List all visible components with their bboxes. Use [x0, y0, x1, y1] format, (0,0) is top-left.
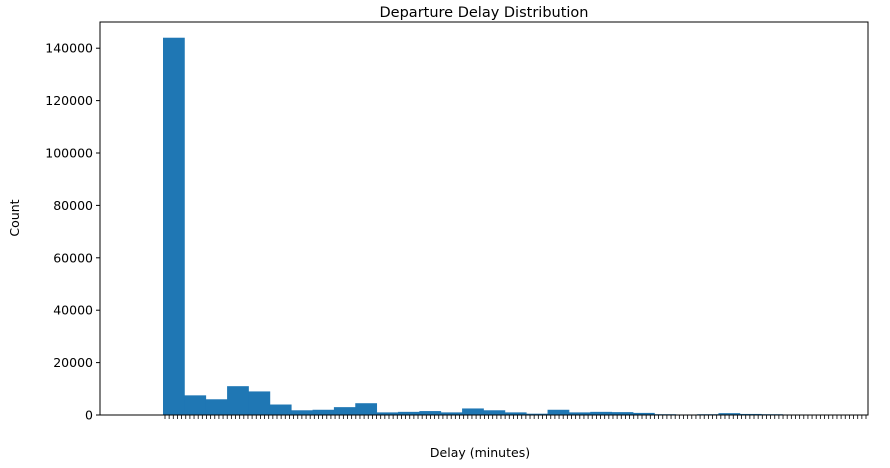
- histogram-bar: [611, 412, 634, 415]
- bars-group: [163, 37, 869, 415]
- histogram-bar: [440, 412, 463, 415]
- plot-frame: [99, 21, 869, 416]
- x-axis-label: Delay (minutes): [430, 445, 530, 460]
- histogram-bar: [248, 391, 271, 415]
- x-axis-ticks: [164, 415, 867, 419]
- histogram-bar: [184, 395, 207, 415]
- histogram-bar: [163, 37, 185, 415]
- y-axis-ticks: 0 20000 40000 60000 80000 100000 120000 140000: [45, 41, 100, 423]
- histogram-bar: [419, 411, 442, 415]
- histogram-bar: [269, 404, 292, 415]
- histogram-bar: [376, 412, 399, 415]
- y-tick-label: 100000: [45, 146, 93, 161]
- histogram-bar: [333, 407, 356, 415]
- histogram-bar: [526, 413, 548, 415]
- y-axis-label: Count: [7, 199, 22, 236]
- histogram-bar: [312, 409, 335, 415]
- histogram-bar: [205, 399, 228, 415]
- chart-title: Departure Delay Distribution: [380, 5, 589, 21]
- y-tick-label: 60000: [53, 250, 93, 265]
- histogram-bar: [355, 403, 378, 415]
- histogram-bar: [633, 412, 655, 415]
- histogram-bar: [590, 411, 613, 415]
- histogram-bar: [227, 386, 249, 415]
- y-tick-label: 20000: [53, 355, 93, 370]
- histogram-bar: [718, 413, 741, 415]
- plot-background: [100, 22, 868, 415]
- y-tick-label: 120000: [45, 93, 93, 108]
- y-tick-label: 80000: [53, 198, 93, 213]
- histogram-bar: [398, 411, 420, 415]
- histogram-bar: [504, 412, 527, 415]
- y-tick-label: 40000: [53, 303, 93, 318]
- histogram-bar: [483, 410, 506, 415]
- histogram-bar: [462, 408, 484, 415]
- y-tick-label: 0: [85, 408, 93, 423]
- histogram-bar: [739, 413, 762, 415]
- histogram-bar: [291, 410, 313, 415]
- y-tick-label: 140000: [45, 41, 93, 56]
- histogram-bar: [568, 412, 591, 415]
- histogram-bar: [547, 409, 570, 415]
